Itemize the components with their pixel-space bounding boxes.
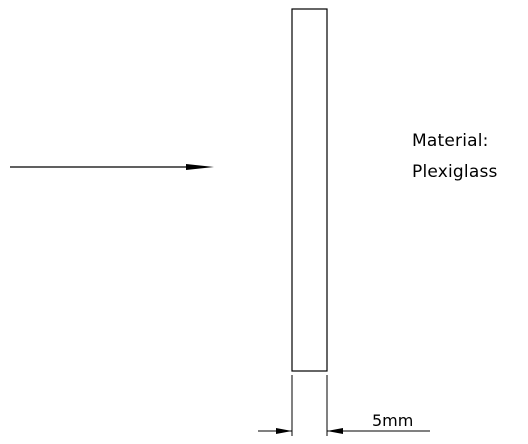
dimension-arrowhead-left bbox=[276, 428, 292, 434]
material-value: Plexiglass bbox=[412, 162, 498, 182]
dimension-arrowhead-right bbox=[327, 428, 343, 434]
incident-arrow bbox=[10, 164, 214, 170]
material-annotation: Material: Plexiglass bbox=[412, 131, 498, 182]
thickness-dimension: 5mm bbox=[258, 411, 430, 434]
plexiglass-plate bbox=[291, 8, 328, 372]
material-label: Material: bbox=[412, 131, 489, 151]
incident-arrowhead bbox=[186, 164, 214, 170]
thickness-dimension-label: 5mm bbox=[372, 411, 413, 430]
dimension-extension-lines bbox=[291, 375, 328, 436]
